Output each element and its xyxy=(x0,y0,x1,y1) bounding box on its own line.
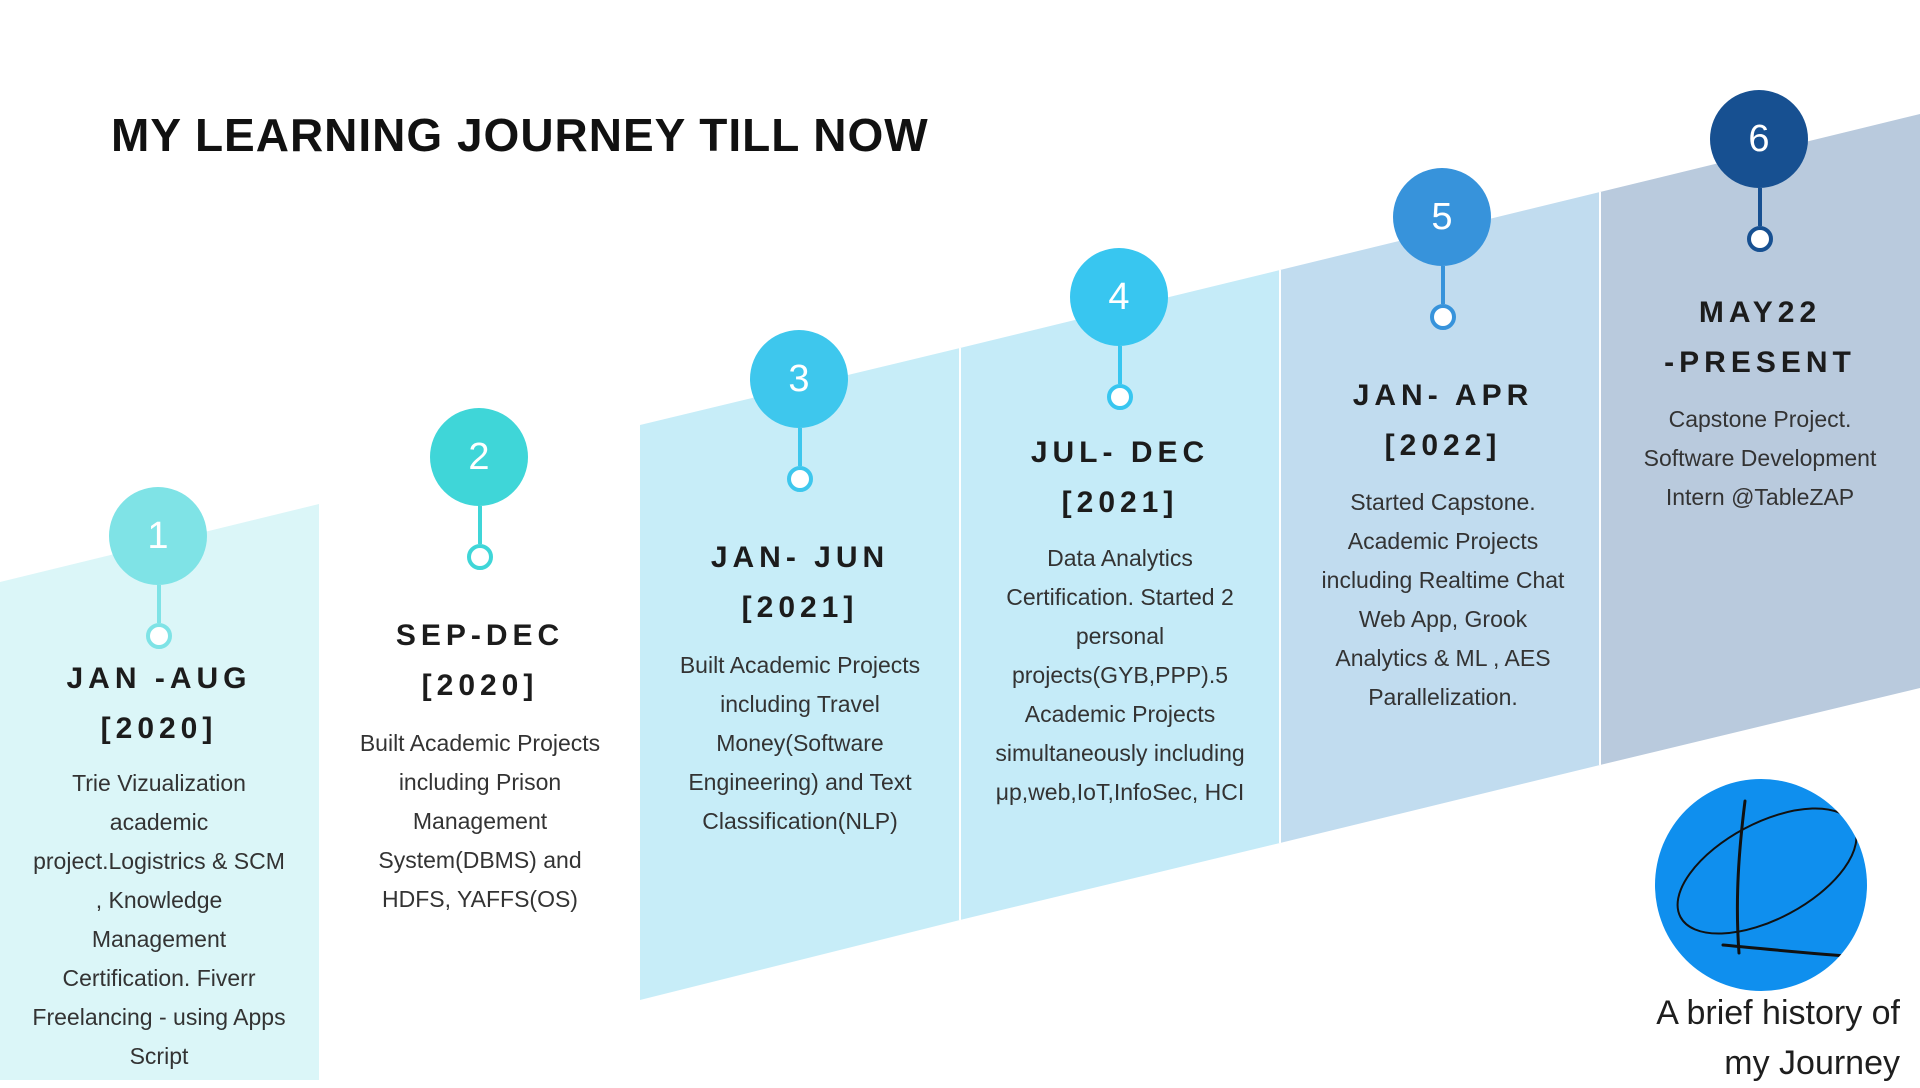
logo-caption: A brief history of my Journey xyxy=(1656,994,1900,1082)
milestone-period: JUL- DEC [2021] xyxy=(1030,436,1210,519)
milestone-period: MAY22 -PRESENT xyxy=(1664,296,1856,379)
step-number-circle: 2 xyxy=(430,408,528,506)
panel-5 xyxy=(1280,192,1600,843)
marker-dot xyxy=(467,544,493,570)
panel-1 xyxy=(0,504,319,1080)
milestone-description: Started Capstone. Academic Projects incl… xyxy=(1321,489,1565,710)
milestone-marker: 5 xyxy=(1393,168,1493,330)
marker-stem xyxy=(478,506,482,544)
milestone-period: SEP-DEC [2020] xyxy=(395,619,565,702)
signature-stroke-vertical xyxy=(1735,799,1747,955)
panel-4 xyxy=(960,270,1280,920)
milestone-description: Trie Vizualization academic project.Logi… xyxy=(32,770,286,1069)
milestone-marker: 4 xyxy=(1070,248,1170,410)
marker-stem xyxy=(798,428,802,466)
milestone-description: Built Academic Projects including Prison… xyxy=(359,730,601,912)
panel-3 xyxy=(640,348,960,1000)
marker-dot xyxy=(146,623,172,649)
marker-stem xyxy=(1441,266,1445,304)
marker-dot xyxy=(787,466,813,492)
signature-logo-icon xyxy=(1655,779,1867,991)
marker-dot xyxy=(1107,384,1133,410)
milestone-marker: 3 xyxy=(750,330,850,492)
marker-dot xyxy=(1747,226,1773,252)
milestone-marker: 1 xyxy=(109,487,209,649)
signature-stroke-horizontal xyxy=(1721,943,1862,959)
milestone-period: JAN- JUN [2021] xyxy=(710,541,890,624)
signature-logo-graphic xyxy=(1676,799,1862,959)
marker-stem xyxy=(1758,188,1762,226)
milestone-description: Capstone Project. Software Development I… xyxy=(1643,406,1877,510)
milestone-description: Built Academic Projects including Travel… xyxy=(679,652,921,834)
milestone-marker: 6 xyxy=(1710,90,1810,252)
step-number-circle: 1 xyxy=(109,487,207,585)
marker-stem xyxy=(1118,346,1122,384)
marker-dot xyxy=(1430,304,1456,330)
marker-stem xyxy=(157,585,161,623)
step-number-circle: 4 xyxy=(1070,248,1168,346)
page-title: MY LEARNING JOURNEY TILL NOW xyxy=(111,109,929,161)
step-number-circle: 5 xyxy=(1393,168,1491,266)
panel-6 xyxy=(1600,114,1920,765)
milestone-description: Data Analytics Certification. Started 2 … xyxy=(995,545,1245,805)
step-number-circle: 3 xyxy=(750,330,848,428)
step-number-circle: 6 xyxy=(1710,90,1808,188)
milestone-period: JAN -AUG [2020] xyxy=(66,662,252,745)
milestone-marker: 2 xyxy=(430,408,530,570)
milestone-period: JAN- APR [2022] xyxy=(1352,379,1534,462)
signature-loop xyxy=(1676,807,1858,935)
